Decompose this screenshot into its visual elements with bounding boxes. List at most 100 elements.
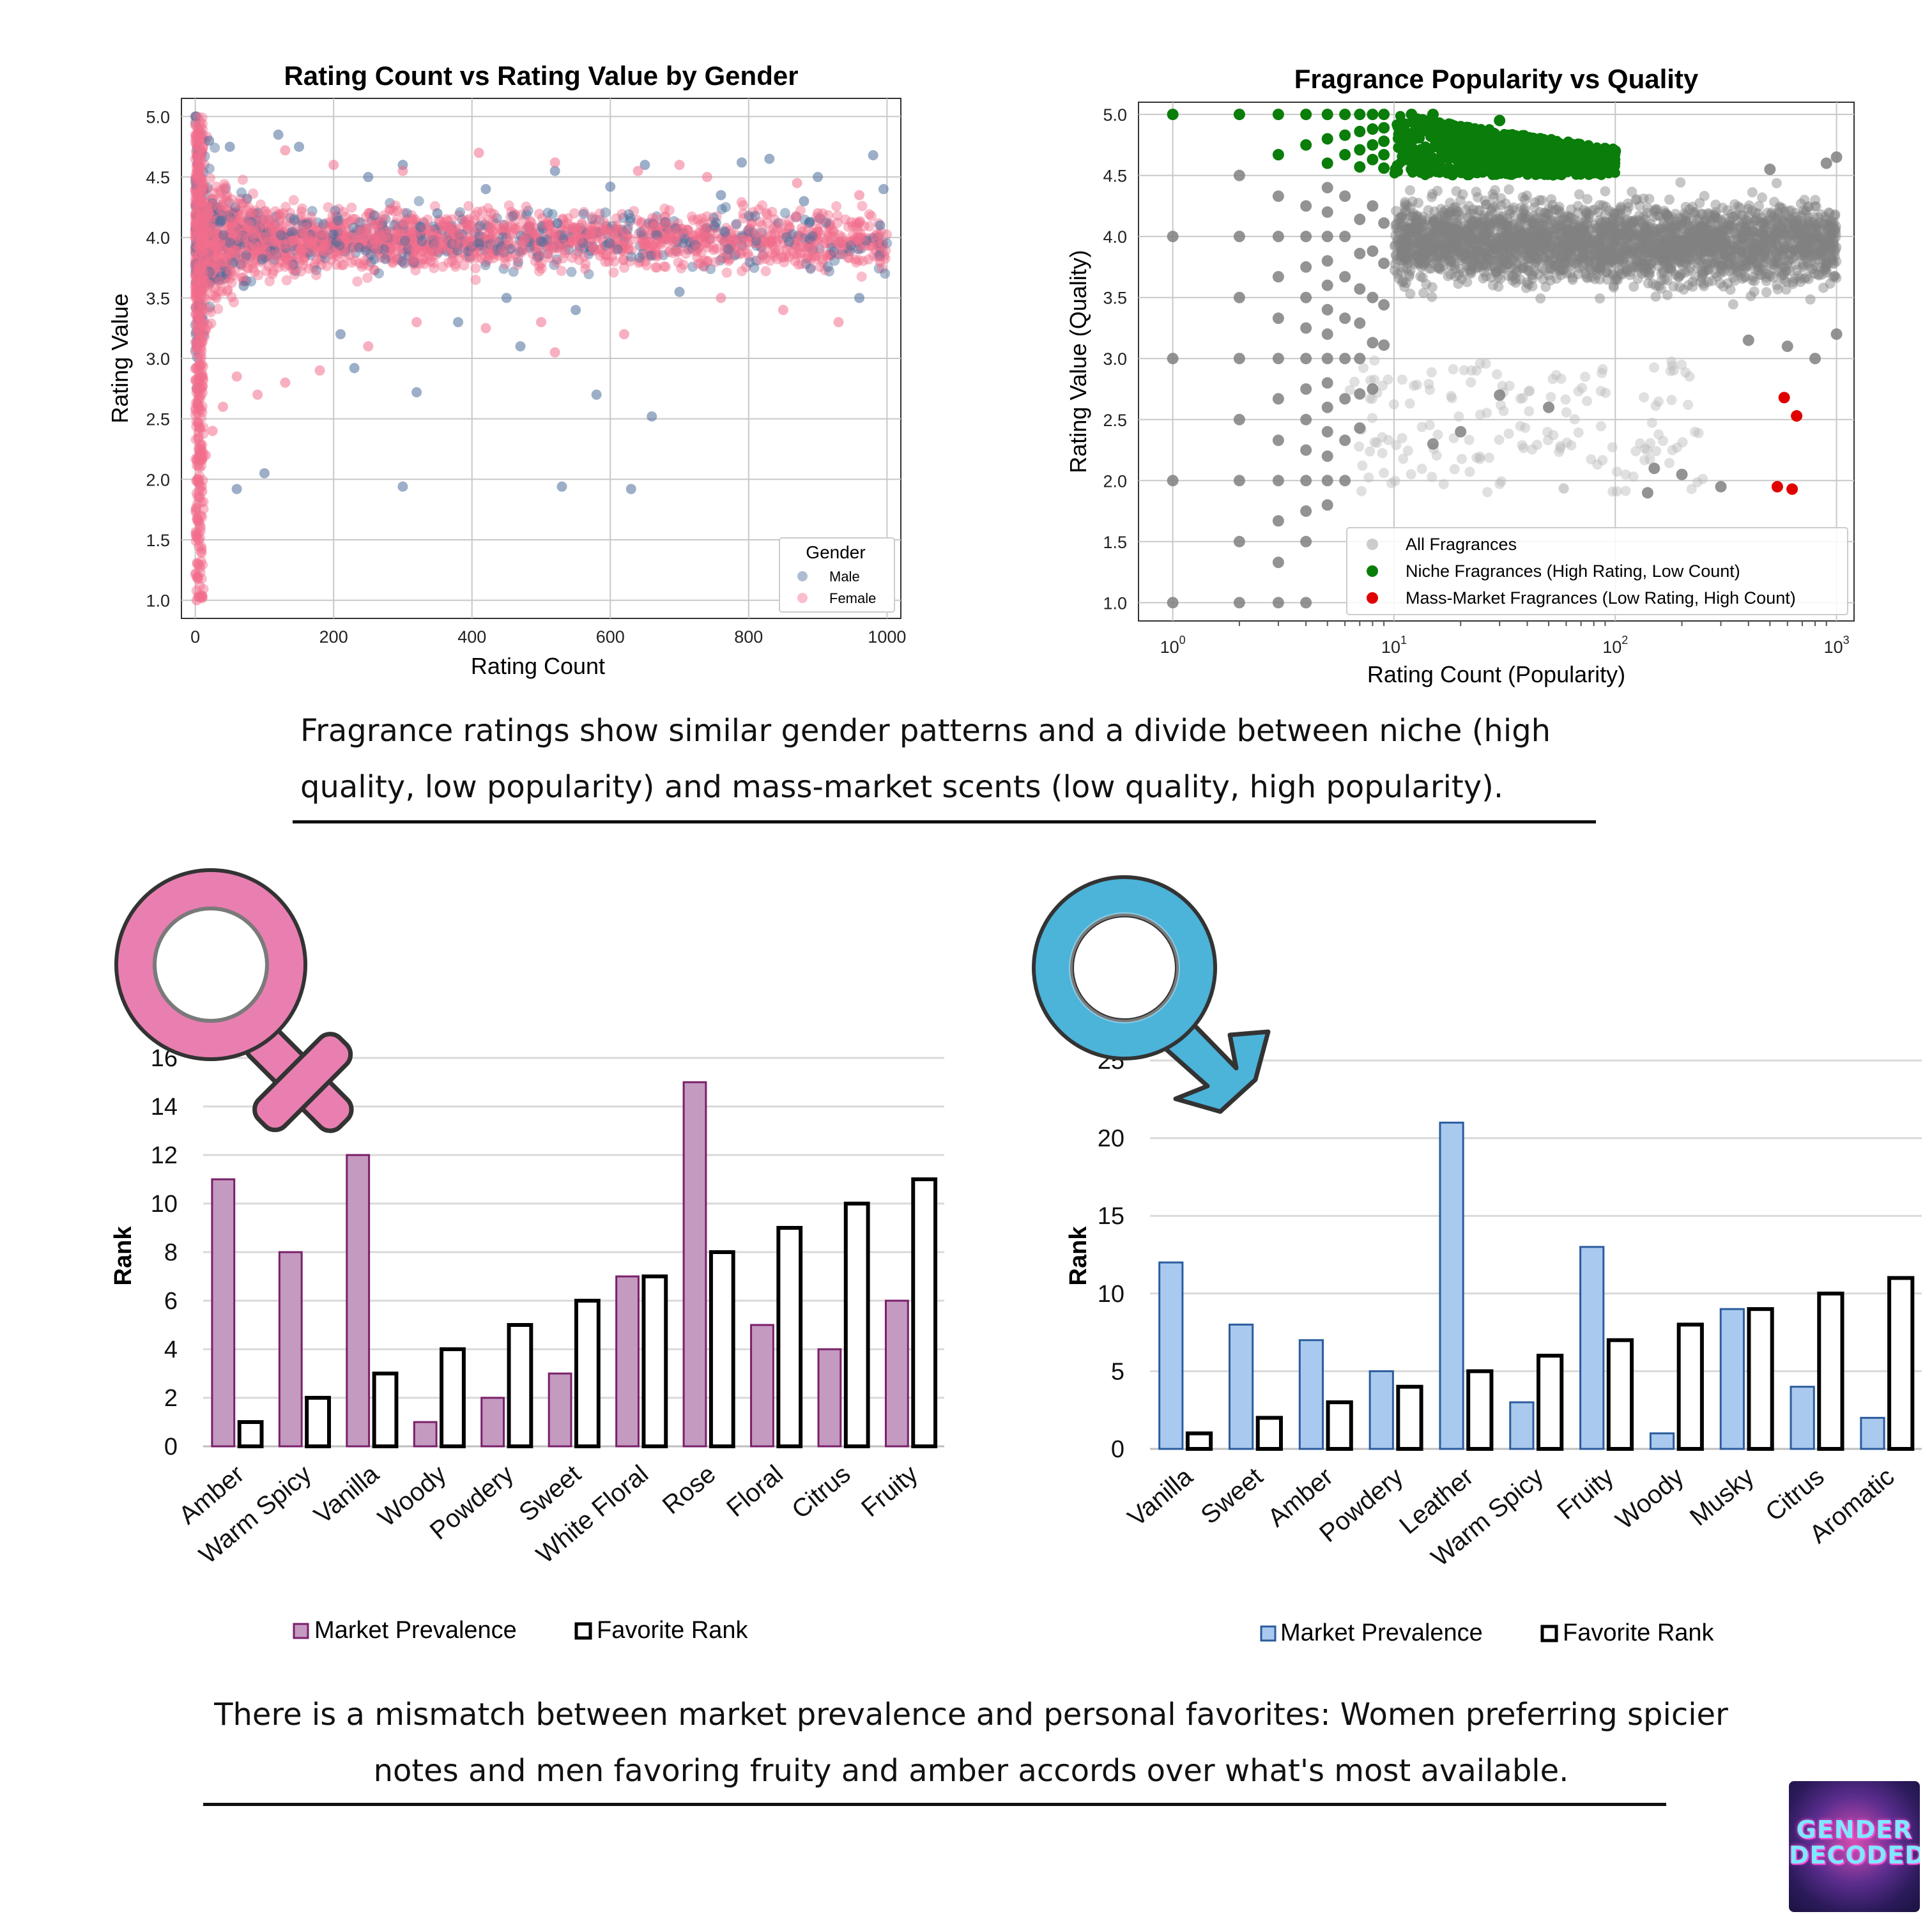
chart1-density-point xyxy=(807,231,818,241)
chart1-density-point xyxy=(421,239,432,250)
chart1-density-point xyxy=(459,243,470,254)
chart1-density-point xyxy=(697,228,708,239)
chart1-density-point xyxy=(191,383,202,394)
chart1-density-point xyxy=(288,237,298,248)
chart1-density-point xyxy=(767,240,778,250)
chart1-density-point xyxy=(291,252,302,263)
chart1-density-point xyxy=(227,208,238,218)
chart1-female-point xyxy=(411,317,422,328)
chart1-density-point xyxy=(804,236,815,247)
chart1-density-point xyxy=(795,241,806,252)
chart1-density-point xyxy=(513,222,524,233)
chart1-density-point xyxy=(301,228,312,239)
chart1-density-point xyxy=(828,246,839,257)
chart1-density-point xyxy=(359,242,370,253)
chart1-density-point xyxy=(208,247,219,257)
chart1-density-point xyxy=(197,213,208,224)
chart1-density-point xyxy=(214,241,225,252)
chart1-density-point xyxy=(190,224,201,234)
chart1-female-point xyxy=(833,317,844,328)
chart1-density-point xyxy=(203,247,214,258)
chart1-density-point xyxy=(674,237,685,248)
chart1-density-point xyxy=(288,231,299,242)
chart1-density-point xyxy=(341,238,352,249)
chart1-density-point xyxy=(855,216,866,227)
chart1-density-point xyxy=(335,233,346,244)
chart1-density-point xyxy=(207,290,218,301)
chart1-density-point xyxy=(239,219,250,230)
chart1-density-point xyxy=(323,239,334,250)
chart1-density-point xyxy=(337,245,348,256)
chart1-density-point xyxy=(398,243,409,254)
chart1-male-point xyxy=(363,172,374,183)
chart1-density-point xyxy=(341,211,351,222)
popularity-vs-quality-chart: 100 101 102 1031.01.52.02.53.03.54.04.55.0 … xyxy=(1065,64,1855,687)
chart1-density-point xyxy=(328,229,339,240)
chart1-density-point xyxy=(337,242,348,253)
chart1-density-point xyxy=(218,229,229,240)
chart1-density-point xyxy=(199,210,210,220)
chart1-density-point xyxy=(190,201,201,212)
chart1-density-point xyxy=(221,222,232,233)
chart1-density-point xyxy=(823,230,834,241)
chart1-density-point xyxy=(369,218,380,229)
chart1-density-point xyxy=(287,228,298,239)
chart1-density-point xyxy=(438,243,449,254)
chart1-density-point xyxy=(550,228,561,239)
chart1-density-point xyxy=(802,242,813,253)
chart1-density-point xyxy=(588,243,599,254)
chart1-density-point xyxy=(760,266,771,277)
chart1-density-point xyxy=(363,240,374,251)
chart1-density-point xyxy=(516,209,526,220)
chart1-female-point xyxy=(280,377,291,388)
chart1-density-point xyxy=(252,224,263,235)
chart1-density-point xyxy=(479,235,490,246)
chart1-density-point xyxy=(273,229,284,240)
chart1-density-point xyxy=(210,264,221,275)
chart1-density-point xyxy=(489,249,500,260)
chart1-density-point xyxy=(195,202,206,213)
chart1-density-point xyxy=(256,228,267,239)
chart1-density-point xyxy=(209,201,220,212)
chart1-density-point xyxy=(408,230,419,241)
chart1-density-point xyxy=(556,223,567,234)
chart1-density-point xyxy=(456,247,467,258)
chart1-density-point xyxy=(316,259,327,270)
chart1-density-point xyxy=(339,236,350,247)
chart1-density-point xyxy=(680,249,691,259)
chart1-density-point xyxy=(611,224,622,235)
chart1-density-point xyxy=(763,239,774,250)
chart1-density-point xyxy=(443,257,454,268)
chart1-density-point xyxy=(506,220,517,231)
chart1-density-point xyxy=(701,223,712,234)
chart1-density-point xyxy=(529,229,540,240)
chart1-density-point xyxy=(710,222,721,233)
chart1-density-point xyxy=(526,217,537,228)
chart1-density-point xyxy=(534,247,545,258)
chart1-density-point xyxy=(703,242,714,253)
chart1-female-point xyxy=(363,341,374,352)
chart1-density-point xyxy=(237,216,248,227)
chart1-density-point xyxy=(192,173,203,184)
chart1-density-point xyxy=(678,233,689,244)
chart1-density-point xyxy=(585,245,595,256)
chart1-density-point xyxy=(346,257,357,268)
chart1-density-point xyxy=(211,227,222,238)
chart1-density-point xyxy=(478,233,489,243)
chart1-density-point xyxy=(503,234,514,245)
chart1-female-point xyxy=(397,165,408,176)
chart1-density-point xyxy=(200,185,211,195)
chart1-density-point xyxy=(564,238,575,249)
chart1-density-point xyxy=(258,245,269,256)
chart1-density-point xyxy=(268,257,279,268)
chart1-density-point xyxy=(307,238,318,249)
chart1-density-point xyxy=(657,225,668,236)
chart1-density-point xyxy=(198,496,209,507)
chart2-density-point xyxy=(1699,280,1710,291)
chart1-density-point xyxy=(622,238,633,249)
chart1-density-point xyxy=(726,241,737,252)
chart1-density-point xyxy=(688,215,699,226)
chart1-density-point xyxy=(334,204,344,215)
chart1-density-point xyxy=(229,244,240,255)
chart1-density-point xyxy=(647,217,657,227)
